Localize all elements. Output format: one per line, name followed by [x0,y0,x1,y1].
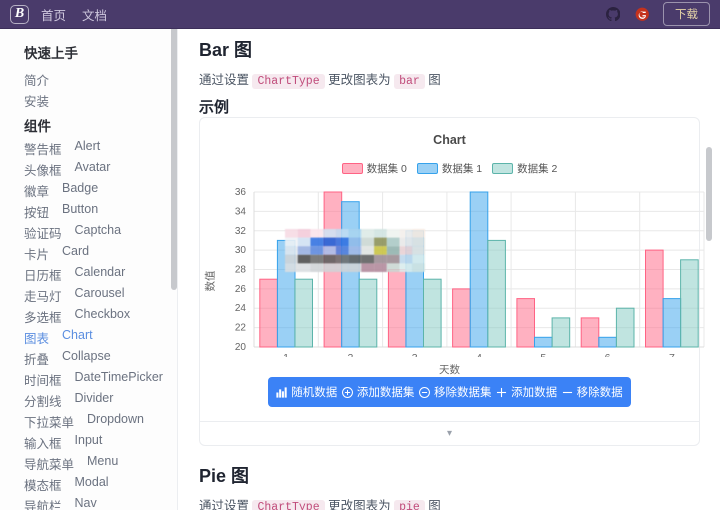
svg-text:32: 32 [235,226,247,237]
svg-text:7: 7 [669,352,675,357]
svg-text:30: 30 [235,245,247,256]
svg-text:20: 20 [235,342,247,353]
svg-text:34: 34 [235,206,247,217]
svg-text:36: 36 [235,187,247,198]
svg-text:26: 26 [235,284,247,295]
svg-text:4: 4 [476,352,482,357]
svg-text:5: 5 [540,352,546,357]
svg-text:6: 6 [605,352,611,357]
svg-text:24: 24 [235,303,247,314]
svg-text:22: 22 [235,323,247,334]
svg-text:1: 1 [283,352,289,357]
svg-text:3: 3 [412,352,418,357]
svg-text:28: 28 [235,265,247,276]
svg-text:2: 2 [347,352,353,357]
